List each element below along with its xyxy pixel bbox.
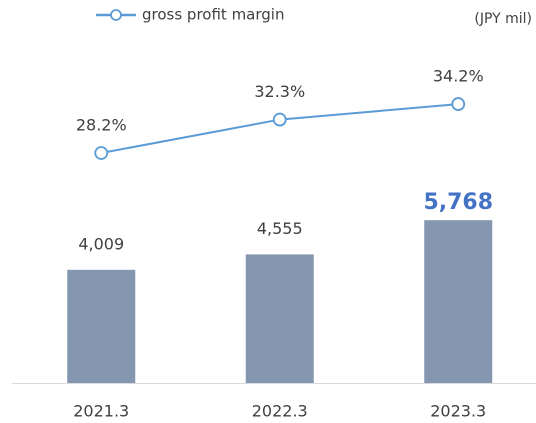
bar-value-label: 4,009	[78, 234, 124, 253]
x-tick-label: 2022.3	[252, 402, 308, 421]
bar-value-label: 4,555	[257, 219, 303, 238]
line	[101, 103, 459, 154]
line-value-label: 34.2%	[433, 67, 484, 86]
line-value-label: 28.2%	[76, 116, 127, 135]
line-value-label: 32.3%	[254, 82, 305, 101]
line-marker	[94, 146, 109, 160]
bar	[67, 269, 136, 383]
bar-value-label: 5,768	[423, 190, 493, 215]
x-tick-label: 2021.3	[73, 402, 129, 421]
bar	[424, 220, 493, 383]
line-marker	[272, 112, 287, 127]
unit-label: (JPY mil)	[474, 11, 532, 27]
legend-label: gross profit margin	[142, 6, 284, 24]
line-marker	[451, 97, 466, 111]
bar	[245, 254, 314, 383]
x-tick-label: 2023.3	[430, 402, 486, 421]
legend-marker	[110, 9, 122, 21]
